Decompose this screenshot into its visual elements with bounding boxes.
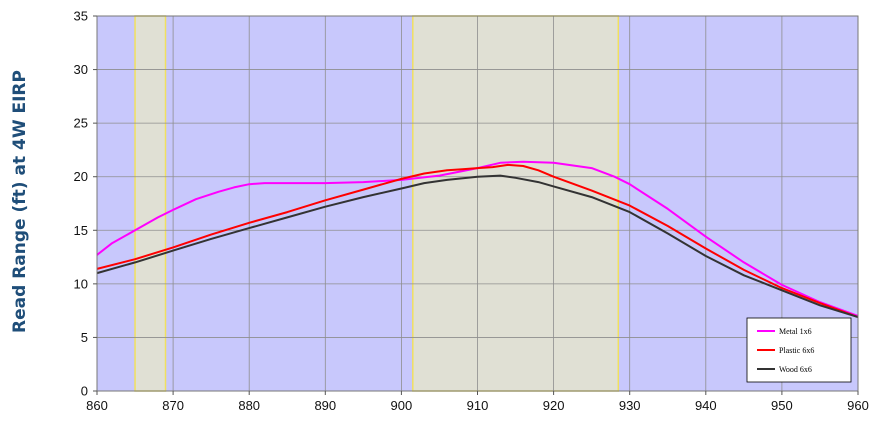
legend: Metal 1x6 Plastic 6x6 Wood 6x6 xyxy=(746,317,852,383)
x-tick-label: 910 xyxy=(467,398,489,413)
x-tick-label: 960 xyxy=(847,398,869,413)
y-tick-label: 10 xyxy=(74,276,88,291)
legend-label: Plastic 6x6 xyxy=(779,346,814,355)
x-tick-label: 900 xyxy=(391,398,413,413)
x-tick-label: 860 xyxy=(86,398,108,413)
legend-label: Metal 1x6 xyxy=(779,327,812,336)
x-tick-label: 870 xyxy=(162,398,184,413)
y-tick-label: 30 xyxy=(74,62,88,77)
x-tick-label: 920 xyxy=(543,398,565,413)
y-tick-label: 20 xyxy=(74,169,88,184)
y-axis-label: Read Range (ft) at 4W EIRP xyxy=(10,70,30,333)
legend-label: Wood 6x6 xyxy=(779,365,812,374)
series-line-wood-6x6 xyxy=(96,174,859,319)
x-tick-label: 940 xyxy=(695,398,717,413)
y-tick-label: 15 xyxy=(74,223,88,238)
y-tick-label: 5 xyxy=(81,330,88,345)
series-line-plastic-6x6 xyxy=(96,163,859,319)
highlight-band-2 xyxy=(412,15,620,392)
y-tick-label: 0 xyxy=(81,384,88,399)
x-tick-label: 930 xyxy=(619,398,641,413)
highlight-band-1 xyxy=(134,15,167,392)
x-tick-label: 890 xyxy=(314,398,336,413)
y-tick-label: 25 xyxy=(74,116,88,131)
series-line-metal-1x6 xyxy=(96,160,859,317)
x-tick-label: 950 xyxy=(771,398,793,413)
y-tick-label: 35 xyxy=(74,9,88,24)
x-tick-label: 880 xyxy=(238,398,260,413)
